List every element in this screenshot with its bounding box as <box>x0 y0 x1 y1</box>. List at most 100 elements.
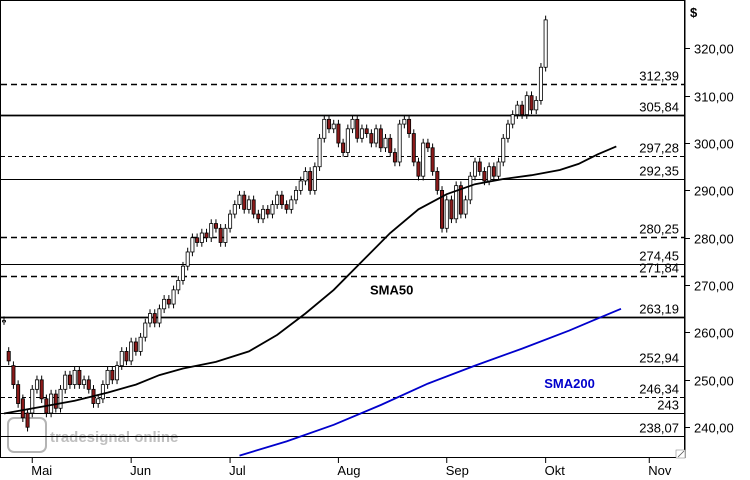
candle <box>407 115 412 138</box>
candle-body-up <box>129 341 134 362</box>
candle-body-down <box>449 199 454 220</box>
candle <box>298 176 303 195</box>
level-label: 271,84 <box>639 261 679 276</box>
candle <box>129 337 134 366</box>
candle <box>86 375 91 394</box>
candle-body-down <box>284 204 289 210</box>
candle-body-up <box>261 208 266 220</box>
candle-body-down <box>77 369 82 385</box>
candle-body-down <box>251 199 256 215</box>
candle-body-up <box>30 388 35 414</box>
candle <box>270 200 275 219</box>
candle <box>20 394 25 423</box>
level-label: 312,39 <box>639 69 679 84</box>
candle <box>171 285 176 309</box>
level-label: 263,19 <box>639 302 679 317</box>
candle <box>58 385 63 413</box>
candle <box>496 157 501 181</box>
candle <box>148 309 153 328</box>
currency-label: $ <box>690 5 698 20</box>
candle-body-down <box>378 128 383 149</box>
candle <box>176 276 181 295</box>
candle <box>543 15 548 72</box>
candle-body-up <box>34 379 39 390</box>
candle <box>374 124 379 148</box>
candle <box>25 408 30 432</box>
candle-body-down <box>411 133 416 163</box>
candle-body-down <box>25 412 30 428</box>
candle <box>364 124 369 138</box>
candle <box>157 304 162 328</box>
candle <box>294 186 299 205</box>
candle-body-up <box>100 384 105 400</box>
candle <box>105 366 110 389</box>
candle-body-up <box>2 320 7 323</box>
candle <box>82 375 87 389</box>
candle-body-up <box>63 374 68 390</box>
candle-body-down <box>6 351 11 362</box>
candle <box>477 157 482 176</box>
candle-body-down <box>133 341 138 352</box>
candle <box>265 205 270 219</box>
candle <box>435 167 440 195</box>
candle <box>392 148 397 167</box>
candle-body-up <box>543 19 548 68</box>
candle-body-down <box>440 189 445 229</box>
candle <box>308 167 313 195</box>
candle-body-down <box>529 95 534 111</box>
candle-body-down <box>364 128 369 134</box>
candle <box>515 100 520 119</box>
watermark-text: tradesignal online <box>50 429 178 446</box>
candle-body-up <box>312 166 317 191</box>
candle-body-up <box>444 199 449 229</box>
candle-body-down <box>39 379 44 400</box>
y-tick-label: 290,00 <box>694 184 734 199</box>
candle-body-up <box>294 189 299 201</box>
candle-body-up <box>515 104 520 116</box>
candle-body-up <box>468 175 473 201</box>
candle-body-up <box>119 351 124 367</box>
y-tick-label: 250,00 <box>694 374 734 389</box>
candle-body-up <box>505 123 510 139</box>
sma200-annotation: SMA200 <box>544 376 595 391</box>
candle-body-up <box>298 180 303 191</box>
candle-body-up <box>421 142 426 177</box>
candle <box>345 124 350 157</box>
candle-body-up <box>350 118 355 130</box>
resize-grip[interactable] <box>675 449 686 459</box>
candle <box>232 200 237 219</box>
candle <box>326 115 331 134</box>
candle <box>359 124 364 143</box>
candle <box>369 129 374 148</box>
candle-body-up <box>317 137 322 168</box>
candle-body-up <box>303 171 308 182</box>
level-label: 274,45 <box>639 249 679 264</box>
y-tick-label: 310,00 <box>694 90 734 105</box>
candle-body-up <box>148 313 153 324</box>
x-tick-label: Sep <box>446 463 469 478</box>
candle <box>336 119 341 148</box>
candle <box>317 134 322 171</box>
candle <box>190 233 195 257</box>
candle-body-up <box>496 161 501 177</box>
candle <box>34 375 39 394</box>
candle <box>143 318 148 342</box>
candle <box>218 224 223 247</box>
x-tick-label: Mai <box>31 463 52 478</box>
candle-body-down <box>388 137 393 153</box>
candle-body-up <box>374 128 379 144</box>
candle-body-down <box>279 194 284 206</box>
candle-body-up <box>199 232 204 243</box>
candle <box>449 195 454 224</box>
candle-body-up <box>237 194 242 206</box>
candle <box>421 138 426 181</box>
candle <box>430 143 435 176</box>
candle <box>237 190 242 209</box>
candle-body-down <box>435 171 440 191</box>
candle-body-down <box>407 118 412 134</box>
candle <box>534 96 539 115</box>
candle-body-up <box>162 298 167 310</box>
candle <box>383 134 388 153</box>
candle-body-down <box>213 223 218 229</box>
